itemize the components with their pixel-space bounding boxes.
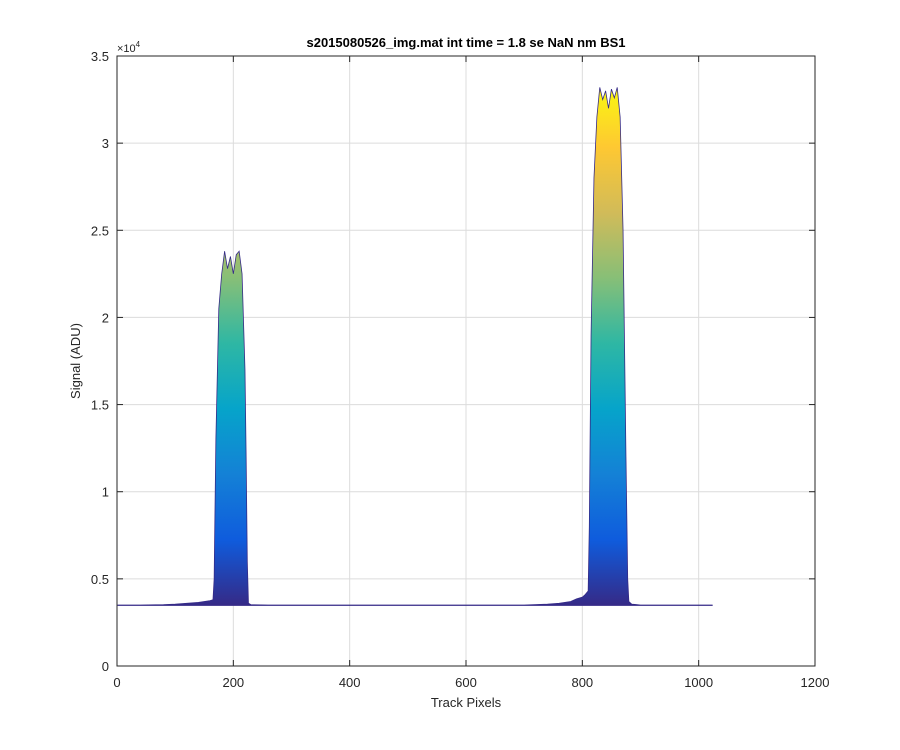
y-axis-exponent: ×104 [117, 40, 141, 55]
signal-line [117, 87, 713, 606]
x-tick-label: 1000 [684, 675, 713, 690]
chart-title: s2015080526_img.mat int time = 1.8 se Na… [306, 35, 625, 50]
x-tick-label: 600 [455, 675, 477, 690]
x-tick-label: 800 [571, 675, 593, 690]
y-tick-label: 0.5 [91, 572, 109, 587]
x-axis-ticks: 0 200 400 600 800 1000 1200 [113, 56, 829, 690]
y-tick-label: 2 [102, 310, 109, 325]
x-tick-label: 0 [113, 675, 120, 690]
y-axis-ticks: 0 0.5 1 1.5 2 2.5 3 3.5 [91, 49, 815, 674]
y-axis-label: Signal (ADU) [68, 323, 83, 399]
x-tick-label: 200 [222, 675, 244, 690]
x-tick-label: 400 [339, 675, 361, 690]
x-tick-label: 1200 [801, 675, 830, 690]
signal-area [117, 87, 713, 606]
y-axis-exponent-power: 4 [136, 40, 141, 49]
series-layer [117, 87, 713, 606]
y-tick-label: 3.5 [91, 49, 109, 64]
x-axis-label: Track Pixels [431, 695, 502, 710]
y-tick-label: 2.5 [91, 223, 109, 238]
y-tick-label: 1 [102, 485, 109, 500]
y-tick-label: 1.5 [91, 398, 109, 413]
y-tick-label: 3 [102, 136, 109, 151]
y-tick-label: 0 [102, 659, 109, 674]
y-axis-exponent-base: ×10 [117, 43, 136, 55]
